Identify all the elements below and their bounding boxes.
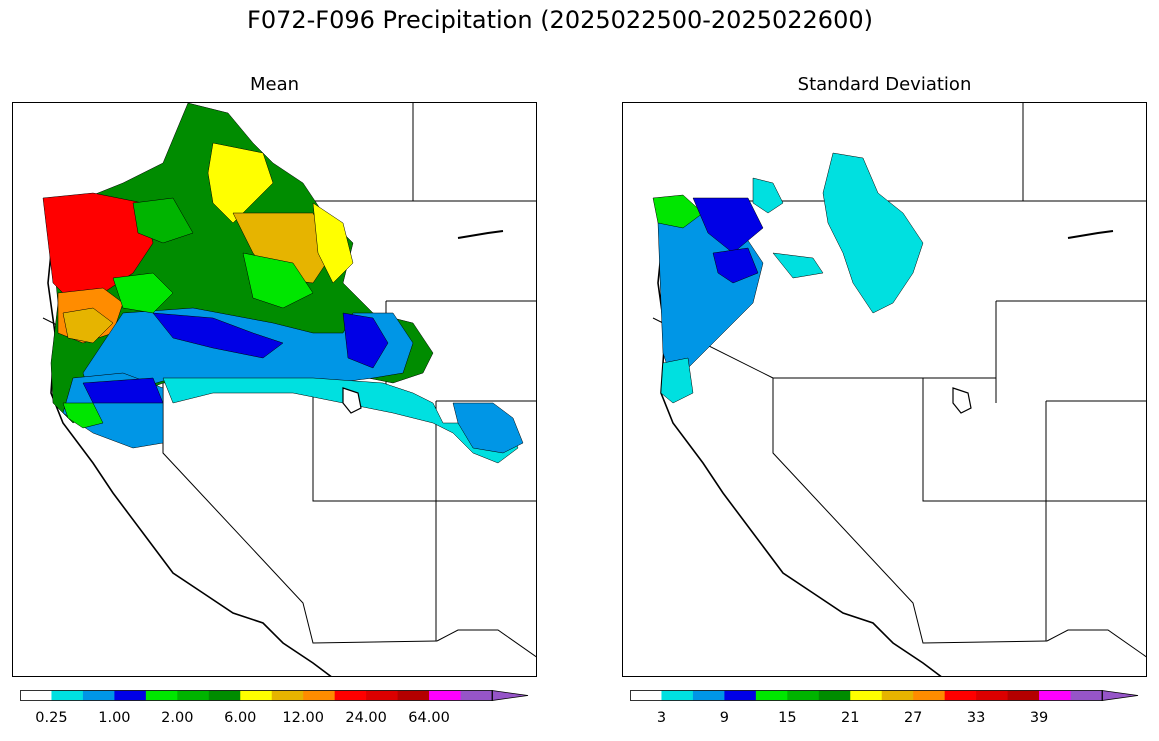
colorbar-segment [208, 690, 241, 701]
colorbar-tick-label: 12.00 [282, 710, 324, 726]
colorbar-tick-label: 27 [903, 710, 923, 726]
colorbar-extension [1101, 690, 1139, 701]
colorbar-segment [1039, 690, 1072, 701]
colorbar-tick-label: 39 [1029, 710, 1049, 726]
colorbar-segment [850, 690, 883, 701]
colorbar-stddev [630, 690, 1139, 701]
map-stddev-svg [652, 103, 1146, 676]
colorbar-tick-label: 3 [656, 710, 667, 726]
colorbar-segment [397, 690, 430, 701]
colorbar-segment [630, 690, 662, 701]
colorbar-segment [944, 690, 977, 701]
colorbar-segment [334, 690, 367, 701]
colorbar-tick-label: 21 [841, 710, 860, 726]
colorbar-tick-label: 15 [778, 710, 797, 726]
colorbar-segment [661, 690, 694, 701]
colorbar-tick-label: 24.00 [345, 710, 387, 726]
colorbar-mean [20, 690, 529, 701]
colorbar-tick-label: 33 [966, 710, 986, 726]
colorbar-segment [787, 690, 820, 701]
colorbar-segment [818, 690, 851, 701]
colorbar-outline [20, 690, 493, 701]
colorbar-segment [51, 690, 84, 701]
colorbar-segment [82, 690, 115, 701]
colorbar-segment [913, 690, 946, 701]
colorbar-tick-label: 0.25 [35, 710, 68, 726]
colorbar-extension [491, 690, 529, 701]
colorbar-segment [145, 690, 178, 701]
colorbar-segment [303, 690, 336, 701]
colorbar-outline [630, 690, 1103, 701]
colorbar-segment [240, 690, 273, 701]
colorbar-segment [271, 690, 304, 701]
colorbar-segment [1007, 690, 1040, 701]
colorbar-segment [724, 690, 757, 701]
map-stddev [622, 102, 1147, 677]
figure-title: F072-F096 Precipitation (2025022500-2025… [247, 6, 873, 34]
colorbar-segment [1070, 690, 1103, 701]
colorbar-tick-label: 64.00 [408, 710, 450, 726]
colorbar-tick-label: 1.00 [98, 710, 131, 726]
colorbar-tick-label: 2.00 [161, 710, 194, 726]
colorbar-segment [881, 690, 914, 701]
colorbar-segment [692, 690, 725, 701]
panel-title-mean: Mean [249, 74, 300, 95]
map-mean-svg [42, 103, 536, 676]
colorbar-segment [976, 690, 1009, 701]
colorbar-segment [20, 690, 52, 701]
colorbar-segment [755, 690, 788, 701]
colorbar-segment [114, 690, 147, 701]
colorbar-segment [460, 690, 493, 701]
colorbar-segment [177, 690, 210, 701]
colorbar-tick-label: 9 [719, 710, 730, 726]
colorbar-segment [429, 690, 462, 701]
colorbar-tick-label: 6.00 [224, 710, 257, 726]
colorbar-segment [366, 690, 399, 701]
panel-title-stddev: Standard Deviation [797, 74, 972, 95]
map-mean [12, 102, 537, 677]
